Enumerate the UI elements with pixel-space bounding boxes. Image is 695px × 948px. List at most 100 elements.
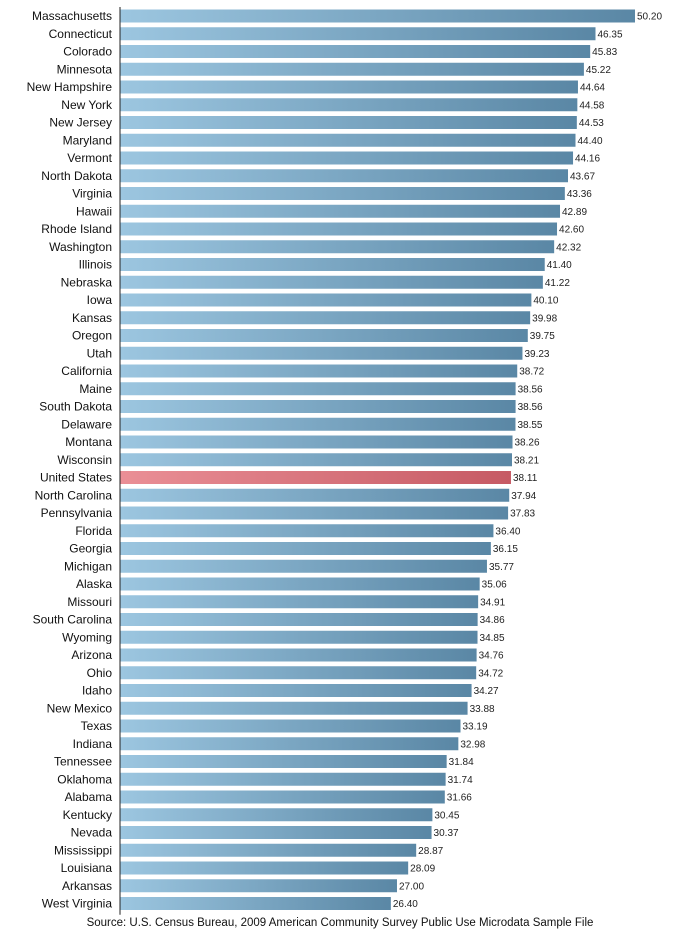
value-label: 43.36 — [567, 189, 592, 200]
value-labels-group: 50.20 46.35 45.83 45.22 44.64 44.58 44.53 44.40… — [393, 12, 663, 911]
bar — [120, 311, 531, 325]
bar — [120, 382, 516, 396]
bar — [120, 843, 417, 857]
category-label: Idaho — [82, 684, 112, 698]
category-label: Iowa — [87, 293, 113, 307]
value-label: 30.45 — [434, 810, 459, 821]
category-label: Kentucky — [63, 808, 112, 822]
bar — [120, 755, 447, 768]
bar — [120, 45, 591, 58]
value-label: 44.53 — [579, 118, 604, 129]
value-label: 30.37 — [434, 828, 459, 839]
bar — [120, 879, 397, 893]
bar — [120, 808, 433, 822]
category-label: Illinois — [79, 258, 112, 272]
bar — [120, 577, 480, 591]
category-label: Texas — [81, 719, 112, 733]
value-label: 34.85 — [480, 633, 505, 644]
category-label: Montana — [65, 435, 112, 449]
value-label: 39.75 — [530, 331, 555, 342]
category-label: Arizona — [71, 648, 112, 662]
value-label: 42.60 — [559, 225, 584, 236]
value-label: 41.40 — [547, 260, 572, 271]
value-label: 28.87 — [418, 846, 443, 857]
bar-chart: Massachusetts Connecticut Colorado Minnesot… — [27, 7, 663, 915]
value-label: 38.11 — [513, 473, 538, 484]
value-label: 28.09 — [410, 864, 435, 875]
bar — [120, 559, 487, 573]
category-label: Delaware — [61, 417, 112, 431]
bar — [120, 701, 468, 715]
bar — [120, 187, 565, 200]
bar — [120, 222, 558, 236]
value-label: 39.23 — [524, 349, 549, 360]
bar — [120, 275, 543, 289]
category-label: South Dakota — [39, 400, 112, 414]
bar — [120, 435, 513, 449]
value-label: 32.98 — [460, 739, 485, 750]
value-label: 31.74 — [448, 775, 473, 786]
value-label: 50.20 — [637, 12, 662, 23]
bar — [120, 506, 509, 520]
value-label: 34.76 — [479, 651, 504, 662]
category-label: Maine — [79, 382, 112, 396]
category-label: Maryland — [63, 133, 112, 147]
category-label: Nebraska — [61, 275, 113, 289]
value-label: 37.83 — [510, 509, 535, 520]
value-label: 38.26 — [515, 438, 540, 449]
category-label: Nevada — [71, 826, 113, 840]
value-label: 35.06 — [482, 580, 507, 591]
category-label: Alaska — [76, 577, 112, 591]
value-label: 31.84 — [449, 757, 474, 768]
bar — [120, 417, 516, 431]
value-label: 42.89 — [562, 207, 587, 218]
bar — [120, 9, 635, 23]
value-label: 44.40 — [578, 136, 603, 147]
category-label: Alabama — [65, 790, 113, 804]
value-label: 35.77 — [489, 562, 514, 573]
value-label: 45.83 — [592, 47, 617, 58]
bar — [120, 346, 523, 360]
bar — [120, 133, 576, 147]
bar — [120, 737, 459, 751]
bar — [120, 62, 584, 76]
value-label: 38.56 — [518, 384, 543, 395]
value-label: 36.40 — [495, 526, 520, 537]
bar — [120, 204, 561, 218]
category-label: Arkansas — [62, 879, 112, 893]
category-label: Virginia — [72, 187, 112, 201]
category-label: New Mexico — [47, 701, 113, 715]
value-label: 36.15 — [493, 544, 518, 555]
bar — [120, 542, 491, 555]
bar — [120, 861, 409, 875]
bar — [120, 400, 516, 413]
value-label: 34.27 — [474, 686, 499, 697]
bar — [120, 595, 479, 609]
category-label: Minnesota — [57, 62, 113, 76]
value-label: 38.72 — [519, 367, 544, 378]
category-label: Colorado — [63, 45, 112, 59]
value-label: 46.35 — [598, 29, 623, 40]
bar — [120, 666, 477, 680]
bar — [120, 98, 578, 112]
source-note: Source: U.S. Census Bureau, 2009 America… — [86, 917, 594, 929]
value-label: 38.55 — [517, 420, 542, 431]
bar — [120, 453, 512, 467]
value-label: 34.86 — [480, 615, 505, 626]
value-label: 44.58 — [579, 100, 604, 111]
bar — [120, 790, 445, 804]
category-label: Michigan — [64, 559, 112, 573]
value-label: 31.66 — [447, 793, 472, 804]
bar — [120, 116, 577, 129]
value-label: 42.32 — [556, 242, 581, 253]
category-label: South Carolina — [33, 613, 113, 627]
bar — [120, 240, 555, 254]
bar — [120, 826, 432, 839]
category-label: United States — [40, 471, 112, 485]
value-label: 44.16 — [575, 154, 600, 165]
category-label: Vermont — [67, 151, 112, 165]
category-label: Tennessee — [54, 755, 112, 769]
category-label: Wisconsin — [57, 453, 112, 467]
value-label: 45.22 — [586, 65, 611, 76]
value-label: 33.19 — [463, 722, 488, 733]
